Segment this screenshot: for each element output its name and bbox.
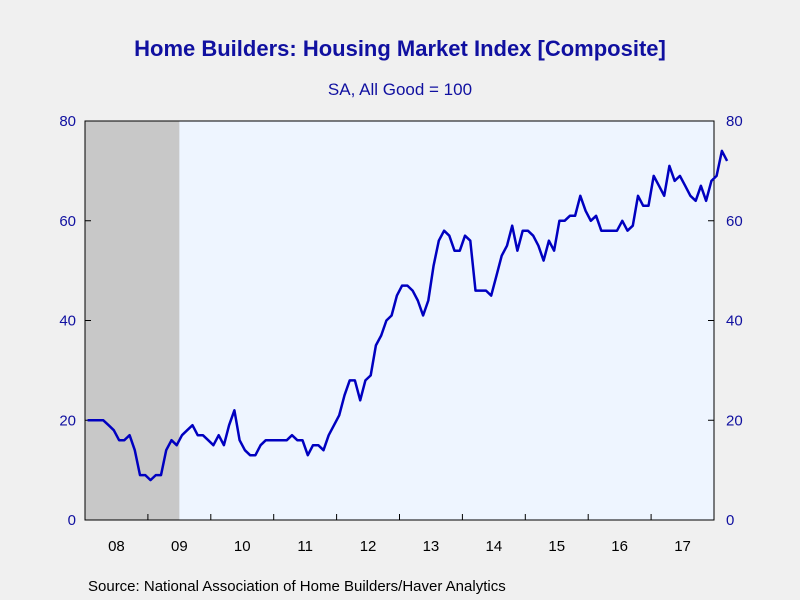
source-note: Source: National Association of Home Bui… — [88, 578, 506, 595]
x-tick-label: 09 — [171, 538, 188, 555]
x-tick-label: 15 — [548, 538, 565, 555]
x-tick-label: 11 — [297, 538, 313, 555]
x-tick-label: 14 — [486, 538, 503, 555]
y-tick-label-left: 80 — [59, 113, 76, 130]
y-tick-label-right: 80 — [726, 113, 743, 130]
y-tick-label-left: 0 — [68, 512, 76, 529]
x-tick-label: 16 — [611, 538, 628, 555]
y-tick-label-left: 20 — [59, 412, 76, 429]
chart-title: Home Builders: Housing Market Index [Com… — [134, 36, 666, 61]
y-tick-label-right: 0 — [726, 512, 734, 529]
y-tick-label-right: 40 — [726, 313, 743, 330]
x-tick-label: 10 — [234, 538, 251, 555]
y-tick-label-left: 40 — [59, 313, 76, 330]
y-tick-label-left: 60 — [59, 213, 76, 230]
x-tick-label: 12 — [360, 538, 377, 555]
series-line — [87, 149, 729, 482]
recession-shading — [85, 121, 180, 520]
x-tick-label: 13 — [423, 538, 440, 555]
chart-subtitle: SA, All Good = 100 — [327, 80, 473, 99]
y-tick-label-right: 20 — [726, 412, 743, 429]
x-tick-label: 08 — [108, 538, 125, 555]
x-tick-label: 17 — [674, 538, 691, 555]
y-tick-label-right: 60 — [726, 213, 743, 230]
plot-area — [85, 121, 714, 520]
